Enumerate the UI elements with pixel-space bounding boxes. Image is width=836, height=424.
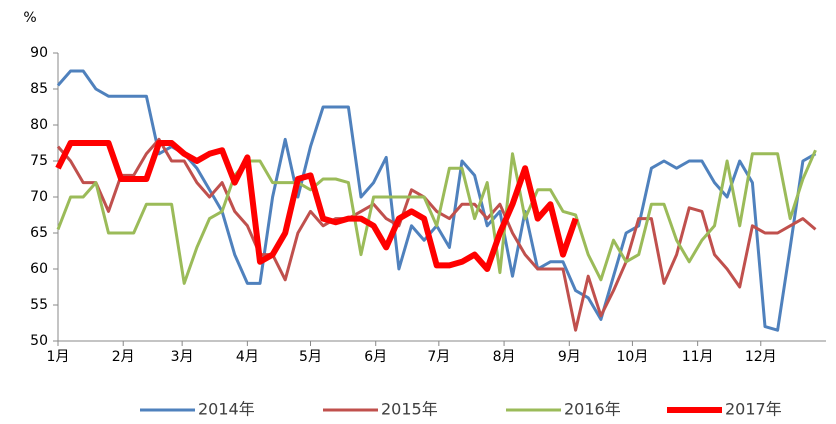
legend-label: 2016年 (564, 400, 621, 419)
x-tick-label: 5月 (299, 349, 322, 365)
y-axis-label: % (23, 10, 36, 26)
x-tick-label: 8月 (493, 349, 516, 365)
x-tick-label: 7月 (427, 349, 450, 365)
x-tick-label: 6月 (364, 349, 387, 365)
y-tick-label: 50 (30, 333, 48, 349)
series-line (55, 140, 579, 272)
x-tick-label: 12月 (745, 349, 777, 365)
y-tick-label: 90 (30, 45, 48, 61)
legend-label: 2017年 (725, 400, 782, 419)
y-tick-label: 55 (30, 297, 48, 313)
y-tick-label: 75 (30, 153, 48, 169)
legend-label: 2015年 (381, 400, 438, 419)
y-tick-label: 80 (30, 117, 48, 133)
x-tick-label: 3月 (171, 349, 194, 365)
x-tick-label: 10月 (617, 349, 649, 365)
x-tick-label: 1月 (47, 349, 70, 365)
y-tick-label: 85 (30, 81, 48, 97)
y-tick-label: 60 (30, 261, 48, 277)
y-tick-label: 65 (30, 225, 48, 241)
x-tick-label: 2月 (112, 349, 135, 365)
x-tick-label: 4月 (236, 349, 259, 365)
series-line (56, 137, 817, 332)
x-tick-label: 9月 (558, 349, 581, 365)
series-line (56, 69, 817, 332)
series-line (56, 149, 817, 285)
x-tick-label: 11月 (682, 349, 714, 365)
y-tick-label: 70 (30, 189, 48, 205)
legend-label: 2014年 (198, 400, 255, 419)
